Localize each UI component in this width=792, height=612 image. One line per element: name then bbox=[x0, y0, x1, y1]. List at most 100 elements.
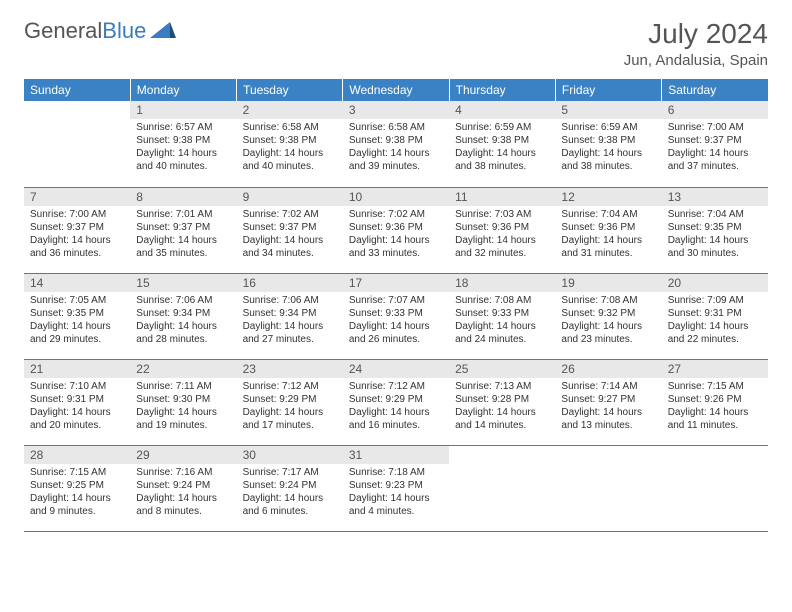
weekday-header: Friday bbox=[555, 79, 661, 101]
day-number: 19 bbox=[555, 274, 661, 292]
calendar-cell bbox=[555, 445, 661, 531]
day-detail-line: and 38 minutes. bbox=[455, 160, 549, 173]
day-detail-line: Sunset: 9:34 PM bbox=[136, 307, 230, 320]
calendar-cell bbox=[24, 101, 130, 187]
day-details: Sunrise: 7:18 AMSunset: 9:23 PMDaylight:… bbox=[343, 464, 449, 522]
day-details: Sunrise: 7:09 AMSunset: 9:31 PMDaylight:… bbox=[662, 292, 768, 350]
day-detail-line: Daylight: 14 hours bbox=[561, 320, 655, 333]
day-detail-line: Sunrise: 7:06 AM bbox=[243, 294, 337, 307]
day-detail-line: Sunrise: 7:04 AM bbox=[668, 208, 762, 221]
day-detail-line: and 22 minutes. bbox=[668, 333, 762, 346]
calendar-cell: 5Sunrise: 6:59 AMSunset: 9:38 PMDaylight… bbox=[555, 101, 661, 187]
day-detail-line: and 24 minutes. bbox=[455, 333, 549, 346]
day-detail-line: Sunset: 9:38 PM bbox=[243, 134, 337, 147]
day-detail-line: Daylight: 14 hours bbox=[349, 406, 443, 419]
weekday-header: Wednesday bbox=[343, 79, 449, 101]
day-detail-line: Sunrise: 7:07 AM bbox=[349, 294, 443, 307]
day-detail-line: and 27 minutes. bbox=[243, 333, 337, 346]
month-title: July 2024 bbox=[624, 18, 768, 50]
day-detail-line: Sunset: 9:32 PM bbox=[561, 307, 655, 320]
day-detail-line: Sunrise: 7:17 AM bbox=[243, 466, 337, 479]
calendar-cell: 7Sunrise: 7:00 AMSunset: 9:37 PMDaylight… bbox=[24, 187, 130, 273]
day-detail-line: and 19 minutes. bbox=[136, 419, 230, 432]
day-details: Sunrise: 6:59 AMSunset: 9:38 PMDaylight:… bbox=[449, 119, 555, 177]
day-detail-line: and 4 minutes. bbox=[349, 505, 443, 518]
day-detail-line: Sunset: 9:29 PM bbox=[243, 393, 337, 406]
logo-text-2: Blue bbox=[102, 18, 146, 44]
day-detail-line: Sunset: 9:38 PM bbox=[455, 134, 549, 147]
day-detail-line: Daylight: 14 hours bbox=[349, 234, 443, 247]
day-detail-line: Sunset: 9:33 PM bbox=[455, 307, 549, 320]
calendar-cell: 19 Sunrise: 7:08 AMSunset: 9:32 PMDayligh… bbox=[555, 273, 661, 359]
day-detail-line: Daylight: 14 hours bbox=[668, 234, 762, 247]
calendar-cell: 29Sunrise: 7:16 AMSunset: 9:24 PMDayligh… bbox=[130, 445, 236, 531]
calendar-cell: 12Sunrise: 7:04 AMSunset: 9:36 PMDayligh… bbox=[555, 187, 661, 273]
day-number: 6 bbox=[662, 101, 768, 119]
day-number: 24 bbox=[343, 360, 449, 378]
day-detail-line: and 16 minutes. bbox=[349, 419, 443, 432]
day-detail-line: Daylight: 14 hours bbox=[668, 320, 762, 333]
calendar-row: 21Sunrise: 7:10 AMSunset: 9:31 PMDayligh… bbox=[24, 359, 768, 445]
day-details: Sunrise: 7:00 AMSunset: 9:37 PMDaylight:… bbox=[24, 206, 130, 264]
calendar-cell: 17Sunrise: 7:07 AMSunset: 9:33 PMDayligh… bbox=[343, 273, 449, 359]
day-detail-line: Sunset: 9:38 PM bbox=[136, 134, 230, 147]
day-detail-line: Sunset: 9:31 PM bbox=[30, 393, 124, 406]
calendar-cell: 31Sunrise: 7:18 AMSunset: 9:23 PMDayligh… bbox=[343, 445, 449, 531]
day-detail-line: and 40 minutes. bbox=[243, 160, 337, 173]
calendar-row: 7Sunrise: 7:00 AMSunset: 9:37 PMDaylight… bbox=[24, 187, 768, 273]
calendar-cell: 20Sunrise: 7:09 AMSunset: 9:31 PMDayligh… bbox=[662, 273, 768, 359]
day-detail-line: and 23 minutes. bbox=[561, 333, 655, 346]
day-number: 23 bbox=[237, 360, 343, 378]
calendar-cell: 9Sunrise: 7:02 AMSunset: 9:37 PMDaylight… bbox=[237, 187, 343, 273]
day-detail-line: and 8 minutes. bbox=[136, 505, 230, 518]
day-detail-line: Daylight: 14 hours bbox=[136, 147, 230, 160]
day-details: Sunrise: 6:58 AMSunset: 9:38 PMDaylight:… bbox=[237, 119, 343, 177]
calendar-cell bbox=[449, 445, 555, 531]
day-detail-line: and 39 minutes. bbox=[349, 160, 443, 173]
calendar-cell: 8Sunrise: 7:01 AMSunset: 9:37 PMDaylight… bbox=[130, 187, 236, 273]
day-detail-line: Daylight: 14 hours bbox=[349, 492, 443, 505]
day-detail-line: Sunrise: 7:05 AM bbox=[30, 294, 124, 307]
day-number: 27 bbox=[662, 360, 768, 378]
day-detail-line: and 26 minutes. bbox=[349, 333, 443, 346]
title-block: July 2024 Jun, Andalusia, Spain bbox=[624, 18, 768, 69]
day-details: Sunrise: 7:13 AMSunset: 9:28 PMDaylight:… bbox=[449, 378, 555, 436]
day-detail-line: and 32 minutes. bbox=[455, 247, 549, 260]
day-detail-line: Sunset: 9:34 PM bbox=[243, 307, 337, 320]
day-detail-line: Sunrise: 7:08 AM bbox=[561, 294, 655, 307]
day-detail-line: Sunrise: 7:13 AM bbox=[455, 380, 549, 393]
calendar-row: 1Sunrise: 6:57 AMSunset: 9:38 PMDaylight… bbox=[24, 101, 768, 187]
calendar-cell: 14Sunrise: 7:05 AMSunset: 9:35 PMDayligh… bbox=[24, 273, 130, 359]
day-number: 7 bbox=[24, 188, 130, 206]
calendar-cell: 30Sunrise: 7:17 AMSunset: 9:24 PMDayligh… bbox=[237, 445, 343, 531]
day-number: 12 bbox=[555, 188, 661, 206]
day-detail-line: Daylight: 14 hours bbox=[243, 406, 337, 419]
day-detail-line: and 37 minutes. bbox=[668, 160, 762, 173]
day-number: 18 bbox=[449, 274, 555, 292]
day-detail-line: Sunset: 9:29 PM bbox=[349, 393, 443, 406]
calendar-cell bbox=[662, 445, 768, 531]
calendar-cell: 24Sunrise: 7:12 AMSunset: 9:29 PMDayligh… bbox=[343, 359, 449, 445]
day-number: 16 bbox=[237, 274, 343, 292]
day-number: 17 bbox=[343, 274, 449, 292]
day-detail-line: and 29 minutes. bbox=[30, 333, 124, 346]
day-detail-line: and 6 minutes. bbox=[243, 505, 337, 518]
day-detail-line: Daylight: 14 hours bbox=[136, 406, 230, 419]
day-details: Sunrise: 7:00 AMSunset: 9:37 PMDaylight:… bbox=[662, 119, 768, 177]
day-detail-line: Sunrise: 7:02 AM bbox=[243, 208, 337, 221]
day-number: 11 bbox=[449, 188, 555, 206]
day-detail-line: Daylight: 14 hours bbox=[243, 234, 337, 247]
day-number: 29 bbox=[130, 446, 236, 464]
weekday-header: Saturday bbox=[662, 79, 768, 101]
day-detail-line: Daylight: 14 hours bbox=[136, 320, 230, 333]
day-detail-line: Daylight: 14 hours bbox=[668, 147, 762, 160]
day-detail-line: Daylight: 14 hours bbox=[136, 492, 230, 505]
day-details: Sunrise: 7:16 AMSunset: 9:24 PMDaylight:… bbox=[130, 464, 236, 522]
calendar-cell: 10Sunrise: 7:02 AMSunset: 9:36 PMDayligh… bbox=[343, 187, 449, 273]
day-detail-line: Sunset: 9:35 PM bbox=[30, 307, 124, 320]
day-detail-line: Daylight: 14 hours bbox=[243, 147, 337, 160]
day-detail-line: Daylight: 14 hours bbox=[30, 492, 124, 505]
day-detail-line: Sunrise: 6:59 AM bbox=[561, 121, 655, 134]
calendar-cell: 16Sunrise: 7:06 AMSunset: 9:34 PMDayligh… bbox=[237, 273, 343, 359]
day-detail-line: Sunset: 9:38 PM bbox=[349, 134, 443, 147]
